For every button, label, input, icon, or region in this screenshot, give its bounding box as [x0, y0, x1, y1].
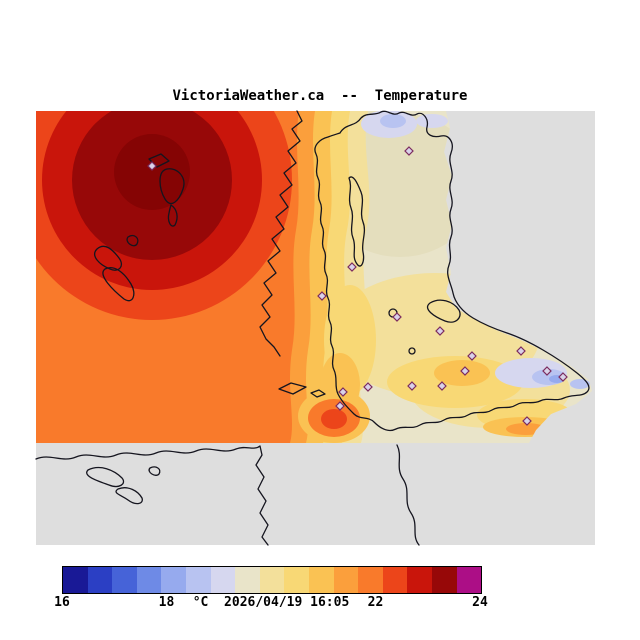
coastline-channel: [259, 110, 303, 357]
colorbar-segment: [63, 567, 88, 593]
colorbar-segment: [308, 567, 334, 593]
coastline-island: [159, 168, 185, 205]
coastline-lake: [115, 487, 143, 505]
page-title: VictoriaWeather.ca -- Temperature: [172, 88, 468, 104]
colorbar-segment: [358, 567, 383, 593]
colorbar-segment: [382, 567, 408, 593]
coastline-lake: [86, 466, 125, 488]
colorbar-segment: [136, 567, 162, 593]
spacer: [208, 595, 224, 610]
coastline-island: [278, 382, 307, 395]
station-marker: [460, 366, 470, 376]
coastline-pond: [408, 347, 416, 355]
station-marker: [392, 312, 402, 322]
colorbar-segment: [431, 567, 457, 593]
coastline-landmass: [314, 110, 590, 432]
station-marker: [435, 326, 445, 336]
station-marker: [516, 346, 526, 356]
coastline-island: [94, 245, 123, 271]
units-timestamp: °C 2026/04/19 16:05: [188, 595, 354, 610]
station-marker: [404, 146, 414, 156]
colorbar: [62, 566, 482, 594]
colorbar-segment: [284, 567, 309, 593]
field-band: [434, 360, 490, 386]
cool-patch: [380, 114, 406, 128]
colorbar-segment: [185, 567, 211, 593]
hotspot-core: [114, 134, 190, 210]
coastlines: [35, 110, 590, 546]
coastline-island: [310, 389, 326, 398]
cool-patch: [570, 379, 590, 389]
coastline-island: [126, 234, 139, 247]
station-marker: [363, 382, 373, 392]
station-marker: [147, 161, 157, 171]
cool-patch: [416, 114, 448, 128]
station-marker: [338, 387, 348, 397]
coastline-lake: [426, 299, 461, 323]
colorbar-segment: [333, 567, 359, 593]
station-marker: [558, 372, 568, 382]
station-marker: [542, 366, 552, 376]
coastline-lake: [148, 466, 161, 476]
coastline-island: [167, 204, 178, 227]
station-marker: [347, 262, 357, 272]
station-marker: [407, 381, 417, 391]
station-marker: [437, 381, 447, 391]
coastline-island: [102, 267, 135, 302]
station-markers: [147, 146, 568, 426]
colorbar-segment: [112, 567, 137, 593]
station-marker: [522, 416, 532, 426]
coastline-inlet: [348, 176, 366, 267]
field-band: [321, 409, 347, 429]
colorbar-segment: [456, 567, 482, 593]
timestamp: 2026/04/19 16:05: [224, 595, 350, 610]
coastline-south: [396, 444, 420, 546]
colorbar-segment: [161, 567, 186, 593]
station-marker: [467, 351, 477, 361]
colorbar-segment: [87, 567, 113, 593]
colorbar-segment: [259, 567, 285, 593]
colorbar-segment: [407, 567, 432, 593]
coastline-south: [35, 445, 269, 546]
station-marker: [317, 291, 327, 301]
colorbar-segment: [210, 567, 236, 593]
station-marker: [335, 401, 345, 411]
colorbar-segment: [235, 567, 260, 593]
units-label: °C: [192, 595, 209, 610]
